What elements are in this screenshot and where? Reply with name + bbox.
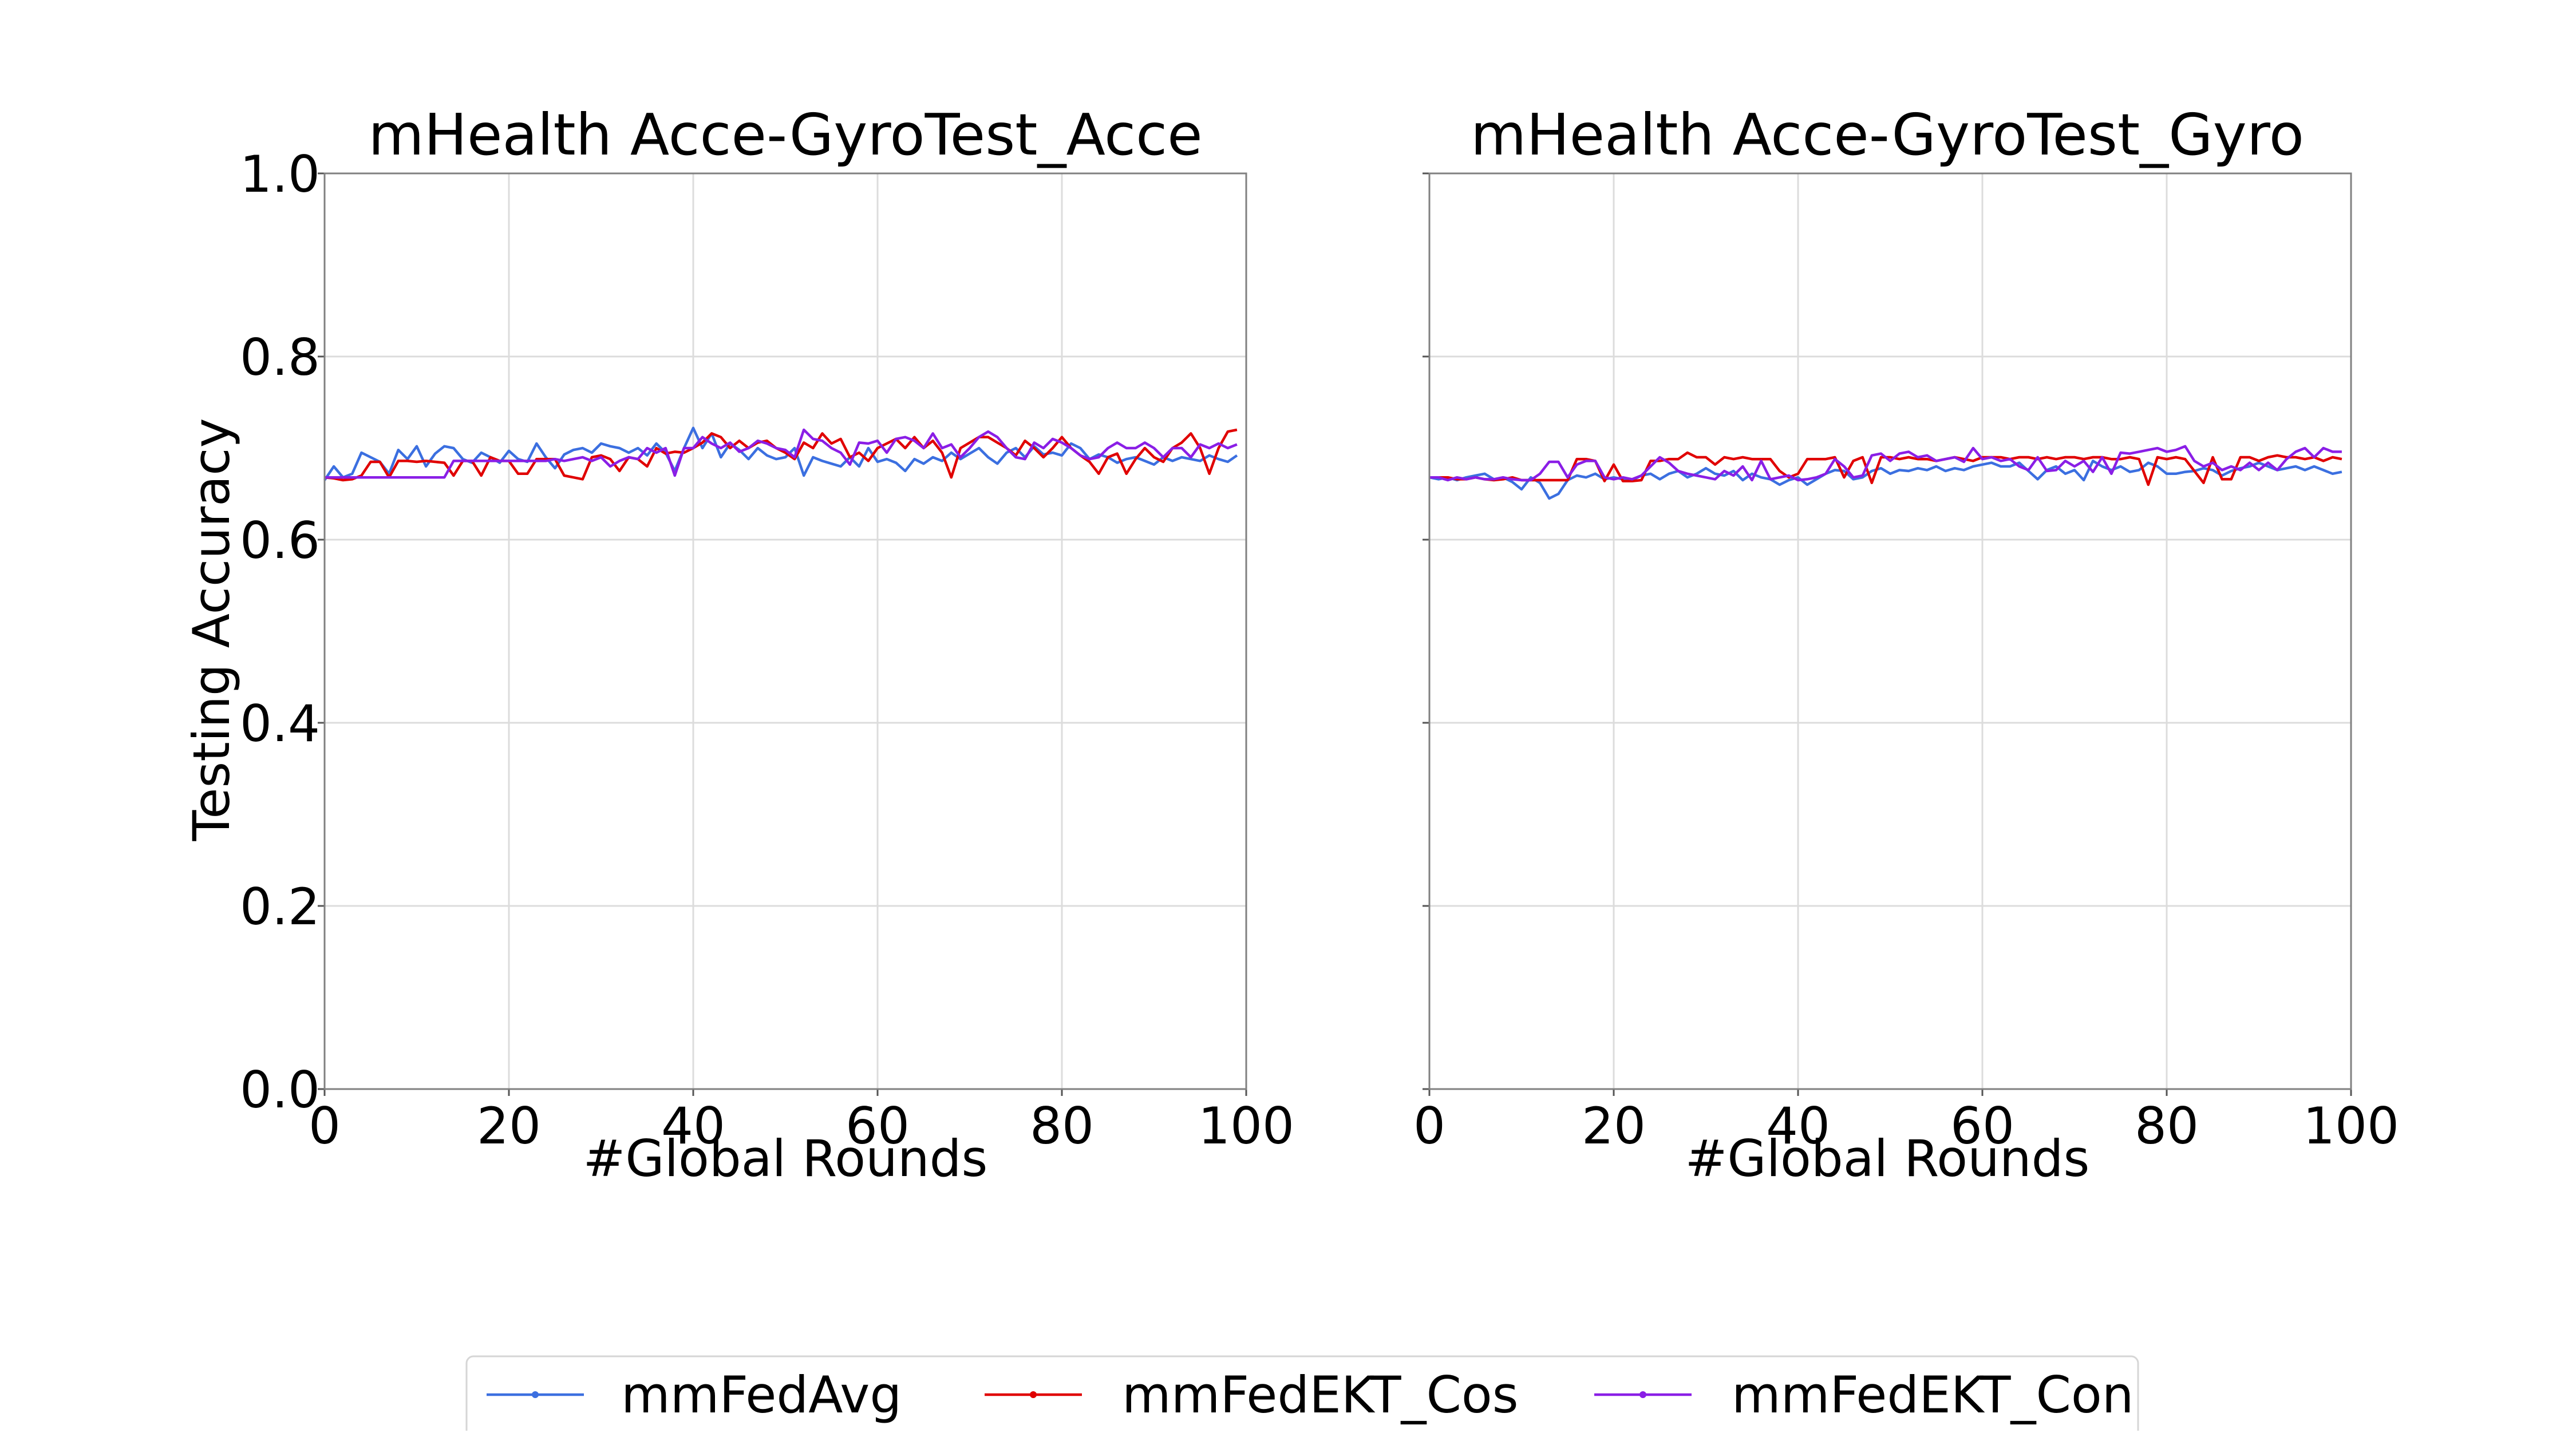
x-tick-label: 80: [1030, 1096, 1094, 1155]
y-tick-label: 0.4: [240, 694, 320, 753]
y-tick-label: 1.0: [240, 145, 320, 204]
chart-title: mHealth Acce-GyroTest_Gyro: [1471, 101, 2304, 168]
plot-area: 0 20 40 60 80 100 0.0 0.2 0.4 0.6 0.8 1.0: [240, 145, 1294, 1155]
plot-frame: [1428, 172, 2352, 1090]
x-tick-label: 0: [309, 1096, 341, 1155]
series-line-mmfedekt-con: [325, 428, 1238, 479]
y-tick-label: 0.2: [240, 877, 320, 936]
x-axis-label: #Global Rounds: [1685, 1129, 2090, 1188]
x-tick-label: 60: [846, 1096, 910, 1155]
x-tick-label: 20: [477, 1096, 541, 1155]
legend-label-mmfedekt-cos: mmFedEKT_Cos: [1122, 1365, 1519, 1424]
x-tick-label: 100: [2303, 1096, 2399, 1155]
legend-marker-mmfedekt-con: [1639, 1391, 1646, 1398]
plot-frame: [323, 172, 1247, 1090]
y-tick-label: 0.0: [240, 1060, 320, 1119]
x-tick-label: 0: [1413, 1096, 1445, 1155]
x-tick-label: 80: [2135, 1096, 2199, 1155]
y-tick-label: 0.8: [240, 328, 320, 387]
x-tick-label: 60: [1950, 1096, 2014, 1155]
series-line-mmfedavg: [323, 426, 1238, 481]
y-tick-label: 0.6: [240, 511, 320, 570]
legend-marker-mmfedekt-cos: [1030, 1391, 1037, 1398]
x-tick-label: 20: [1582, 1096, 1646, 1155]
x-tick-label: 40: [661, 1096, 725, 1155]
x-tick-label: 40: [1766, 1096, 1830, 1155]
legend: mmFedAvg mmFedEKT_Cos mmFedEKT_Con: [465, 1355, 2139, 1433]
legend-frame: [465, 1355, 2139, 1433]
series-line-mmfedavg: [1429, 460, 2342, 500]
plot-gyro: mHealth Acce-GyroTest_Gyro #Global Round…: [1413, 101, 2399, 1188]
legend-marker-mmfedavg: [532, 1391, 539, 1398]
legend-label-mmfedavg: mmFedAvg: [621, 1365, 902, 1424]
y-axis-label: Testing Accuracy: [182, 418, 241, 841]
chart-title: mHealth Acce-GyroTest_Acce: [368, 101, 1202, 168]
plot-area: 0 20 40 60 80 100: [1413, 172, 2399, 1155]
plot-acce: mHealth Acce-GyroTest_Acce Testing Accur…: [182, 101, 1294, 1188]
series-line-mmfedekt-con: [1429, 445, 2342, 482]
x-axis-label: #Global Rounds: [583, 1129, 988, 1188]
x-tick-label: 100: [1198, 1096, 1294, 1155]
legend-label-mmfedekt-con: mmFedEKT_Con: [1732, 1365, 2134, 1424]
